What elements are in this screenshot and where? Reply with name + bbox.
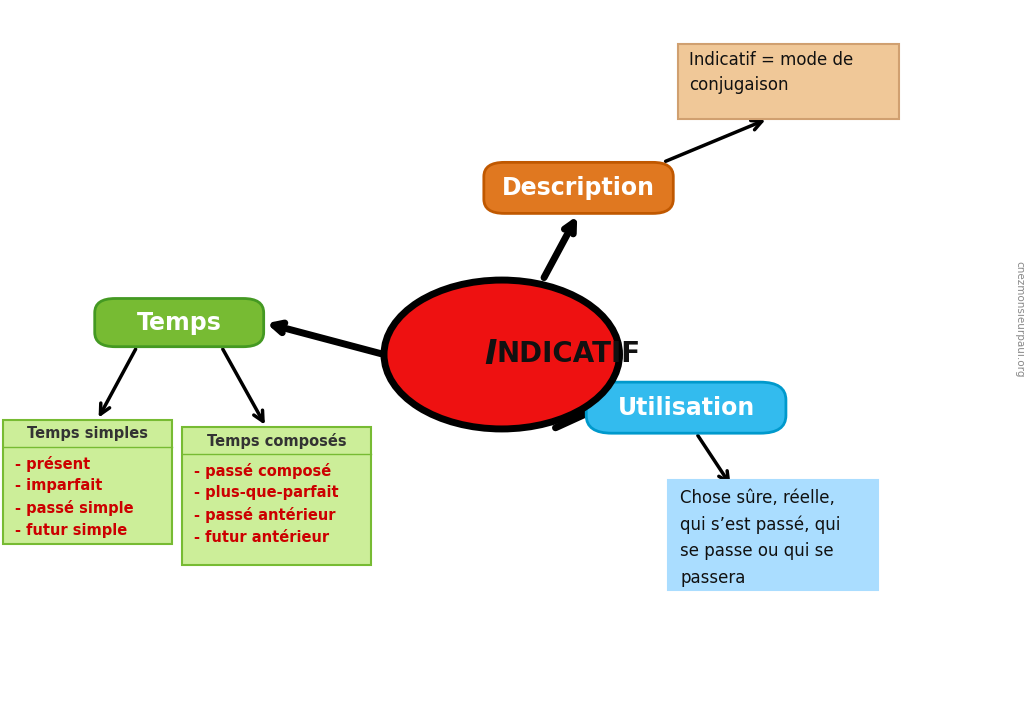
Text: Temps composés: Temps composés <box>207 432 346 449</box>
Bar <box>678 44 899 118</box>
FancyBboxPatch shape <box>483 162 674 213</box>
Text: - passé composé
- plus-que-parfait
- passé antérieur
- futur antérieur: - passé composé - plus-que-parfait - pas… <box>195 463 339 545</box>
Bar <box>3 420 172 545</box>
Bar <box>668 481 878 590</box>
Ellipse shape <box>384 280 620 429</box>
Bar <box>182 427 372 565</box>
Text: I: I <box>484 338 497 371</box>
Text: chezmonsieurpaul.org: chezmonsieurpaul.org <box>1014 261 1024 377</box>
FancyBboxPatch shape <box>94 298 264 347</box>
Text: Temps: Temps <box>137 311 221 335</box>
Text: - présent
- imparfait
- passé simple
- futur simple: - présent - imparfait - passé simple - f… <box>15 456 133 538</box>
Text: Indicatif = mode de
conjugaison: Indicatif = mode de conjugaison <box>688 52 853 94</box>
FancyBboxPatch shape <box>586 382 786 433</box>
Text: Temps simples: Temps simples <box>27 426 147 441</box>
Text: Utilisation: Utilisation <box>617 396 755 420</box>
Text: Chose sûre, réelle,
qui s’est passé, qui
se passe ou qui se
passera: Chose sûre, réelle, qui s’est passé, qui… <box>680 489 841 587</box>
Text: NDICATIF: NDICATIF <box>497 340 641 369</box>
Text: Description: Description <box>502 176 655 200</box>
